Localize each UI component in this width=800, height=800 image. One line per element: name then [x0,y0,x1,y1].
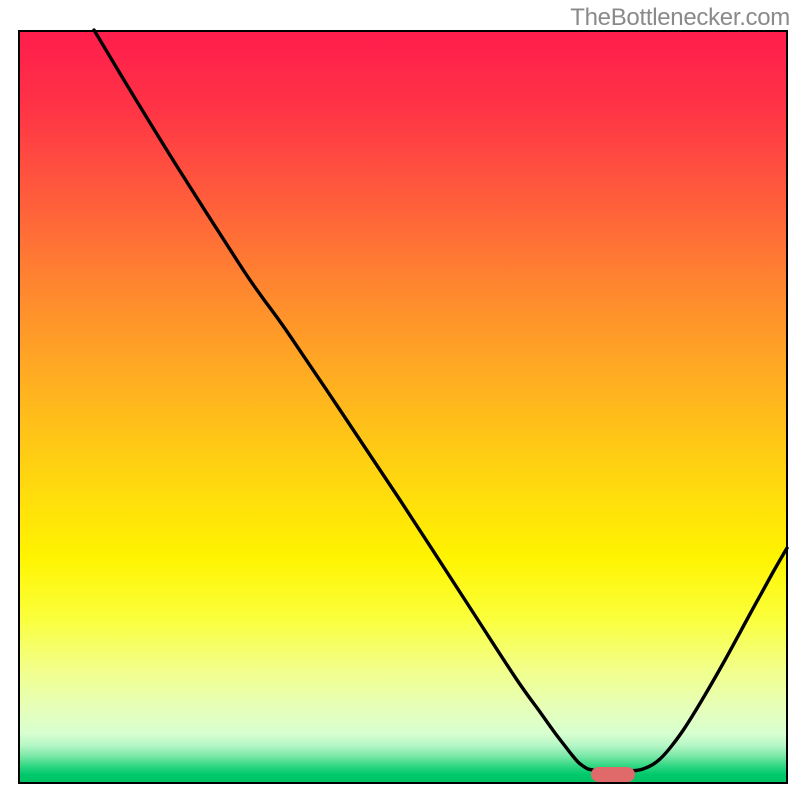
chart-frame [18,30,788,784]
watermark-label: TheBottlenecker.com [570,4,790,32]
optimal-point-marker [591,767,635,782]
chart-background-gradient [20,32,786,782]
